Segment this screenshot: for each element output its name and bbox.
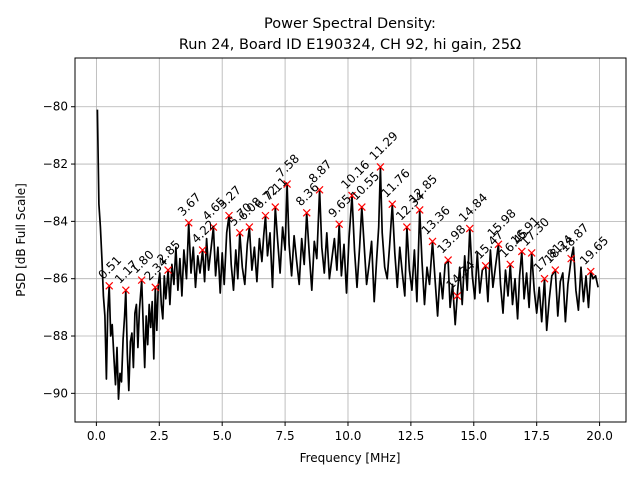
peak-markers <box>105 162 595 300</box>
peak-marker <box>137 276 146 285</box>
x-tick-label: 20.0 <box>586 429 613 443</box>
x-tick-label: 10.0 <box>335 429 362 443</box>
y-axis-label: PSD [dB Full Scale] <box>14 183 28 297</box>
chart-subtitle: Run 24, Board ID E190324, CH 92, hi gain… <box>179 37 521 53</box>
peak-marker <box>388 200 397 209</box>
x-tick-label: 12.5 <box>398 429 425 443</box>
y-tick-label: −86 <box>43 272 68 286</box>
peak-marker <box>506 260 515 269</box>
peak-marker <box>198 246 207 254</box>
peak-marker <box>283 180 292 189</box>
peak-marker <box>271 203 280 211</box>
peak-marker <box>415 205 424 214</box>
peak-marker <box>302 208 311 217</box>
y-tick-label: −80 <box>43 100 68 114</box>
x-axis: 0.0 2.5 5.0 7.5 10.0 12.5 15.0 17.5 20.0 <box>87 422 613 443</box>
grid <box>75 58 626 422</box>
peak-marker <box>184 218 193 227</box>
x-tick-label: 2.5 <box>150 429 169 443</box>
peak-marker <box>335 220 344 229</box>
x-tick-label: 5.0 <box>213 429 232 443</box>
peak-marker <box>315 185 324 194</box>
peak-marker <box>465 224 474 233</box>
peak-marker <box>428 237 437 246</box>
peak-marker <box>164 266 173 275</box>
peak-marker <box>235 228 244 237</box>
peak-marker <box>453 291 462 300</box>
peak-marker <box>527 248 536 257</box>
x-axis-label: Frequency [MHz] <box>300 451 401 465</box>
peak-marker <box>517 247 526 256</box>
peak-marker <box>225 211 233 220</box>
y-tick-label: −90 <box>43 386 68 400</box>
peak-marker <box>586 267 595 276</box>
y-tick-label: −82 <box>43 157 68 171</box>
peak-marker <box>481 261 490 270</box>
y-axis: −90 −88 −86 −84 −82 −80 <box>43 100 75 400</box>
x-tick-label: 0.0 <box>87 429 106 443</box>
peak-marker <box>402 223 411 232</box>
peak-marker <box>151 283 160 292</box>
peak-marker <box>261 211 270 220</box>
peak-marker <box>376 162 385 171</box>
x-tick-label: 15.0 <box>460 429 487 443</box>
peak-marker <box>209 223 218 232</box>
peak-marker <box>551 266 560 275</box>
peak-marker <box>121 286 130 295</box>
peak-marker <box>444 256 453 264</box>
x-tick-label: 17.5 <box>523 429 550 443</box>
peak-marker <box>245 223 254 232</box>
y-tick-label: −84 <box>43 214 68 228</box>
axes-frame <box>74 57 627 423</box>
peak-marker <box>494 240 503 249</box>
x-tick-label: 7.5 <box>276 429 295 443</box>
y-tick-label: −88 <box>43 329 68 343</box>
peak-marker <box>567 254 576 263</box>
chart-title: Power Spectral Density: <box>264 16 436 32</box>
peak-marker <box>540 274 549 283</box>
peak-marker <box>105 281 114 290</box>
peak-marker <box>348 191 356 200</box>
peak-marker <box>357 203 366 211</box>
